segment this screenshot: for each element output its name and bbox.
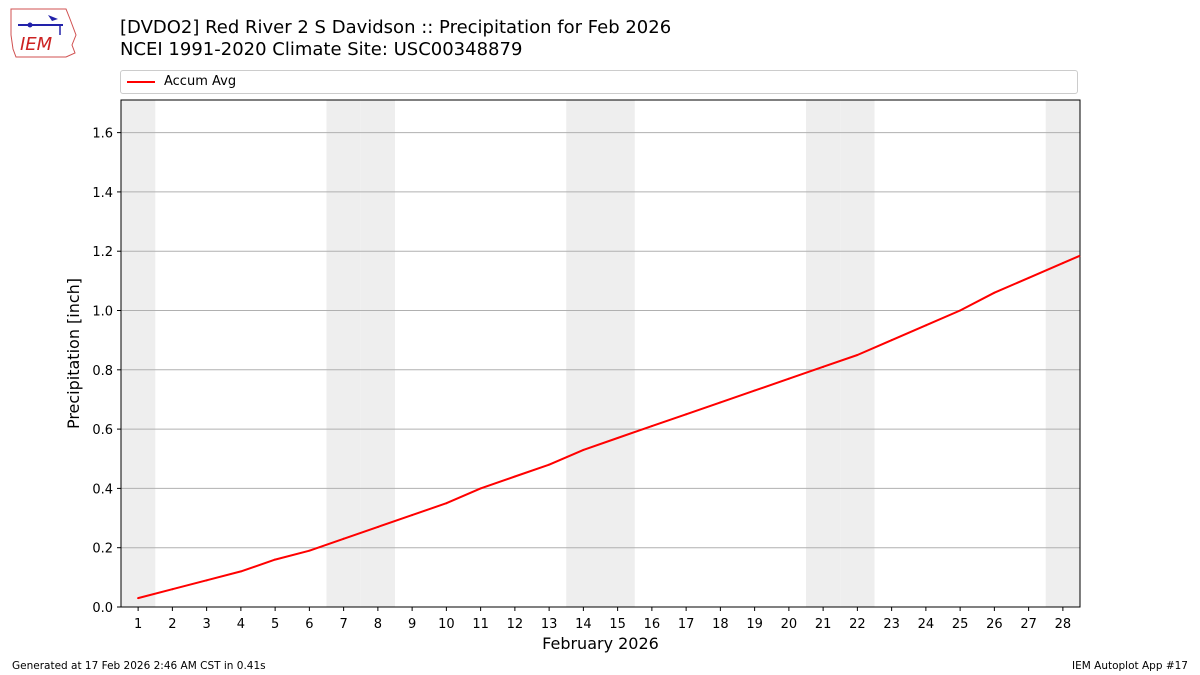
data-point xyxy=(342,537,345,540)
x-tick-label: 2 xyxy=(168,617,176,632)
data-point xyxy=(308,549,311,552)
data-point xyxy=(787,377,790,380)
data-point xyxy=(171,588,174,591)
weekend-shade xyxy=(566,100,601,607)
data-point xyxy=(993,291,996,294)
weekend-shade xyxy=(806,100,841,607)
data-point xyxy=(650,425,653,428)
iem-logo: IEM xyxy=(10,8,77,58)
data-point xyxy=(890,339,893,342)
data-point xyxy=(411,514,414,517)
x-tick-label: 6 xyxy=(305,617,313,632)
y-tick-label: 0.8 xyxy=(92,364,113,379)
plot-frame xyxy=(120,99,1081,608)
data-point xyxy=(822,365,825,368)
legend-label: Accum Avg xyxy=(164,74,237,89)
data-point xyxy=(924,324,927,327)
data-point xyxy=(205,579,208,582)
x-tick-label: 1 xyxy=(134,617,142,632)
svg-text:IEM: IEM xyxy=(20,34,53,55)
x-axis-label: February 2026 xyxy=(542,634,659,653)
y-tick-label: 1.0 xyxy=(92,305,113,320)
x-tick-label: 17 xyxy=(678,617,695,632)
generated-timestamp: Generated at 17 Feb 2026 2:46 AM CST in … xyxy=(12,660,266,672)
data-point xyxy=(274,558,277,561)
x-tick-label: 10 xyxy=(438,617,455,632)
data-point xyxy=(959,309,962,312)
x-tick-label: 9 xyxy=(408,617,416,632)
y-tick-label: 0.0 xyxy=(92,601,113,616)
legend-swatch xyxy=(127,81,155,83)
y-tick-label: 0.4 xyxy=(92,482,113,497)
data-point xyxy=(376,525,379,528)
y-tick-label: 1.4 xyxy=(92,186,113,201)
x-tick-label: 14 xyxy=(575,617,592,632)
weekend-shade xyxy=(1045,100,1080,607)
data-point xyxy=(1027,276,1030,279)
x-tick-label: 27 xyxy=(1020,617,1037,632)
x-tick-label: 24 xyxy=(918,617,935,632)
legend: Accum Avg xyxy=(120,70,1078,94)
weekend-shade xyxy=(326,100,361,607)
x-tick-label: 18 xyxy=(712,617,729,632)
x-tick-label: 23 xyxy=(883,617,900,632)
x-tick-label: 28 xyxy=(1055,617,1072,632)
y-tick-label: 1.2 xyxy=(92,245,113,260)
y-tick-label: 0.6 xyxy=(92,423,113,438)
data-point xyxy=(616,437,619,439)
data-point xyxy=(548,463,551,466)
data-point xyxy=(719,401,722,404)
y-tick-label: 1.6 xyxy=(92,127,113,142)
data-point xyxy=(445,502,448,505)
x-tick-label: 8 xyxy=(374,617,382,632)
y-axis-label: Precipitation [inch] xyxy=(64,278,83,429)
x-tick-label: 13 xyxy=(541,617,558,632)
data-point xyxy=(137,597,140,600)
data-point xyxy=(582,448,585,451)
x-tick-label: 3 xyxy=(202,617,210,632)
x-tick-label: 16 xyxy=(644,617,661,632)
x-tick-label: 19 xyxy=(746,617,763,632)
data-point xyxy=(479,487,482,490)
data-point xyxy=(685,413,688,416)
y-tick-label: 0.2 xyxy=(92,542,113,557)
chart-subtitle: NCEI 1991-2020 Climate Site: USC00348879 xyxy=(120,39,523,60)
data-point xyxy=(1061,262,1064,265)
x-tick-label: 15 xyxy=(609,617,626,632)
data-point xyxy=(239,570,242,573)
x-tick-label: 21 xyxy=(815,617,832,632)
x-tick-label: 4 xyxy=(237,617,245,632)
x-tick-label: 26 xyxy=(986,617,1003,632)
x-tick-label: 5 xyxy=(271,617,279,632)
data-point xyxy=(856,353,859,356)
weekend-shade xyxy=(121,100,156,607)
x-tick-label: 7 xyxy=(339,617,347,632)
weekend-shade xyxy=(840,100,875,607)
x-tick-label: 22 xyxy=(849,617,866,632)
app-credit: IEM Autoplot App #17 xyxy=(1072,660,1188,672)
data-point xyxy=(513,475,516,478)
x-tick-label: 11 xyxy=(472,617,489,632)
data-point xyxy=(753,389,756,392)
x-tick-label: 20 xyxy=(781,617,798,632)
x-tick-label: 25 xyxy=(952,617,969,632)
weekend-shade xyxy=(600,100,635,607)
chart-title: [DVDO2] Red River 2 S Davidson :: Precip… xyxy=(120,17,672,38)
x-tick-label: 12 xyxy=(507,617,524,632)
